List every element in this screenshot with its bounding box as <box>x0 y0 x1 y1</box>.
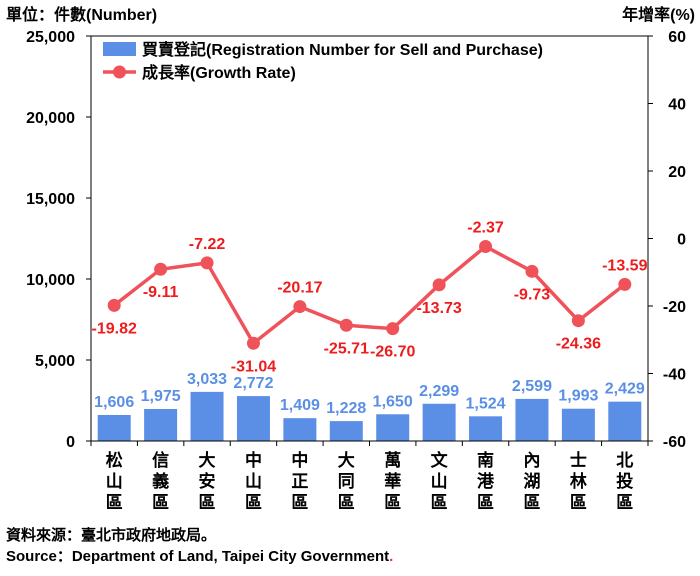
growth-point-10 <box>525 264 539 278</box>
bar-value-label: 1,228 <box>326 400 366 417</box>
bar-value-label: 1,606 <box>94 394 134 411</box>
source-note-chinese: 資料來源：臺北市政府地政局。 <box>6 527 217 544</box>
source-note-english-text: Source：Department of Land, Taipei City G… <box>6 548 390 565</box>
y-right-tick-label: 60 <box>668 29 686 46</box>
bar-10 <box>515 398 549 441</box>
growth-point-12 <box>618 277 632 291</box>
chart: 單位：件數(Number) 年增率(%) 25,000 20,000 15,000 10,… <box>6 5 695 512</box>
bar-8 <box>422 403 456 441</box>
legend-line-marker <box>113 65 126 79</box>
bar-value-label: 2,299 <box>419 383 459 400</box>
source-note-period: . <box>389 548 394 565</box>
legend-line-label: 成長率(Growth Rate) <box>142 63 296 82</box>
x-tick-label: 內湖區 <box>523 451 540 512</box>
bar-9 <box>469 416 503 441</box>
y-right-tick-label: -20 <box>663 299 686 316</box>
x-tick-label: 中正區 <box>291 450 308 512</box>
growth-value-label: -9.73 <box>514 286 551 303</box>
y-right-tick-label: -60 <box>663 434 686 451</box>
growth-value-label: -19.82 <box>92 320 137 337</box>
legend-bar-swatch <box>103 42 136 56</box>
bar-value-label: 2,429 <box>605 381 645 398</box>
y-left-tick-label: 10,000 <box>26 272 75 289</box>
growth-value-label: -7.22 <box>189 236 226 253</box>
plot-frame <box>90 35 649 442</box>
bar-1 <box>97 414 131 441</box>
growth-value-label: -9.11 <box>143 284 179 301</box>
y-right-tick-label: 40 <box>668 97 686 114</box>
growth-point-4 <box>246 336 260 350</box>
growth-value-label: -2.37 <box>467 219 504 236</box>
growth-value-label: -31.04 <box>231 358 276 375</box>
y-right-tick-label: 0 <box>677 232 686 249</box>
bar-2 <box>144 409 178 441</box>
x-tick-label: 中山區 <box>245 450 262 512</box>
growth-point-7 <box>386 322 400 336</box>
growth-value-label: -13.59 <box>602 257 647 274</box>
y-left-tick-label: 5,000 <box>35 353 75 370</box>
growth-value-label: -20.17 <box>277 280 322 297</box>
x-tick-label: 文山區 <box>431 450 449 512</box>
y-left-tick-label: 20,000 <box>26 110 75 127</box>
x-tick-label: 大安區 <box>199 450 216 512</box>
source-note-english: Source：Department of Land, Taipei City G… <box>6 545 393 566</box>
growth-point-1 <box>107 298 121 312</box>
growth-value-label: -25.71 <box>324 340 369 357</box>
bar-value-label: 1,524 <box>466 395 506 412</box>
bar-value-label: 1,975 <box>141 388 181 405</box>
legend-bar-label: 買賣登記(Registration Number for Sell and Pu… <box>142 40 543 59</box>
growth-point-5 <box>293 300 307 314</box>
x-tick-label: 松山區 <box>106 450 123 512</box>
bar-7 <box>376 414 410 441</box>
y-axis-right-label: 年增率(%) <box>622 5 695 24</box>
y-left-tick-label: 25,000 <box>26 29 75 46</box>
bar-value-label: 1,650 <box>373 393 413 410</box>
growth-point-8 <box>432 278 446 292</box>
y-left-tick-label: 15,000 <box>26 191 75 208</box>
x-tick-label: 大同區 <box>338 450 355 512</box>
y-right-tick-label: 20 <box>668 164 686 181</box>
growth-point-2 <box>154 262 168 276</box>
x-tick-label: 信義區 <box>152 450 169 512</box>
y-left-tick-label: 0 <box>66 434 75 451</box>
bar-value-label: 1,409 <box>280 397 320 414</box>
growth-point-3 <box>200 256 214 270</box>
bar-value-label: 2,772 <box>233 375 273 392</box>
bar-value-label: 3,033 <box>187 371 227 388</box>
growth-value-label: -26.70 <box>370 344 415 361</box>
bar-6 <box>329 421 363 441</box>
bar-12 <box>608 401 642 441</box>
x-tick-label: 萬華區 <box>384 450 401 512</box>
growth-point-11 <box>571 314 585 328</box>
bar-4 <box>236 396 270 441</box>
growth-point-9 <box>479 239 493 253</box>
bar-value-label: 1,993 <box>558 388 598 405</box>
bar-3 <box>190 391 224 441</box>
growth-point-6 <box>339 318 353 332</box>
bar-5 <box>283 418 317 441</box>
x-tick-label: 南港區 <box>477 450 495 512</box>
x-tick-label: 士林區 <box>570 450 587 512</box>
x-tick-label: 北投區 <box>616 451 633 512</box>
bar-11 <box>561 408 595 441</box>
growth-value-label: -13.73 <box>416 300 461 317</box>
growth-rate-line <box>113 244 626 346</box>
y-right-tick-label: -40 <box>663 367 686 384</box>
growth-value-label: -24.36 <box>556 336 601 353</box>
y-axis-left-label: 單位：件數(Number) <box>6 5 157 24</box>
bar-value-label: 2,599 <box>512 378 552 395</box>
